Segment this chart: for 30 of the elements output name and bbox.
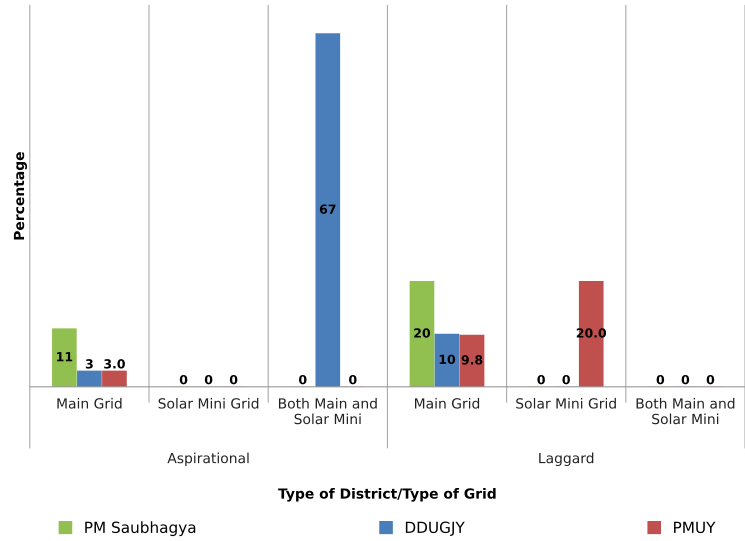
x-tick-label: Main Grid — [57, 398, 122, 409]
data-label: 0 — [682, 374, 690, 384]
data-label: 0 — [204, 374, 212, 384]
legend-label: PMUY — [674, 522, 716, 534]
legend-label: PM Saubhagya — [85, 521, 196, 536]
data-label: 0 — [349, 374, 357, 384]
data-label: 3.0 — [104, 359, 125, 369]
text: Laggard — [539, 452, 594, 466]
data-label: 10 — [440, 354, 456, 364]
x-tick-label: Both Main and Solar Mini — [636, 398, 734, 424]
text: Aspirational — [167, 452, 249, 466]
x-tick-label: Main Grid — [415, 398, 480, 409]
x-tick-label: Solar Mini Grid — [158, 398, 258, 409]
data-label: 11 — [57, 352, 72, 362]
data-label: 9.8 — [462, 355, 482, 365]
data-label: 0 — [230, 374, 238, 384]
data-label: 0 — [562, 374, 570, 384]
x-tick-label: Both Main and Solar Mini — [278, 398, 377, 424]
data-label: 0 — [656, 374, 664, 384]
data-label: 3 — [86, 359, 93, 369]
data-label: 20 — [414, 328, 430, 338]
y-axis-title: Percentage — [14, 152, 28, 240]
data-label: 0 — [706, 374, 714, 384]
data-label: 67 — [320, 204, 336, 214]
data-label: 0 — [299, 374, 307, 384]
x-axis-title: Type of District/Type of Grid — [278, 488, 496, 502]
data-label: 0 — [180, 374, 188, 384]
x-tick-label: Solar Mini Grid — [516, 398, 616, 409]
data-label: 0 — [537, 374, 545, 384]
legend-label: DDUGJY — [406, 522, 465, 536]
